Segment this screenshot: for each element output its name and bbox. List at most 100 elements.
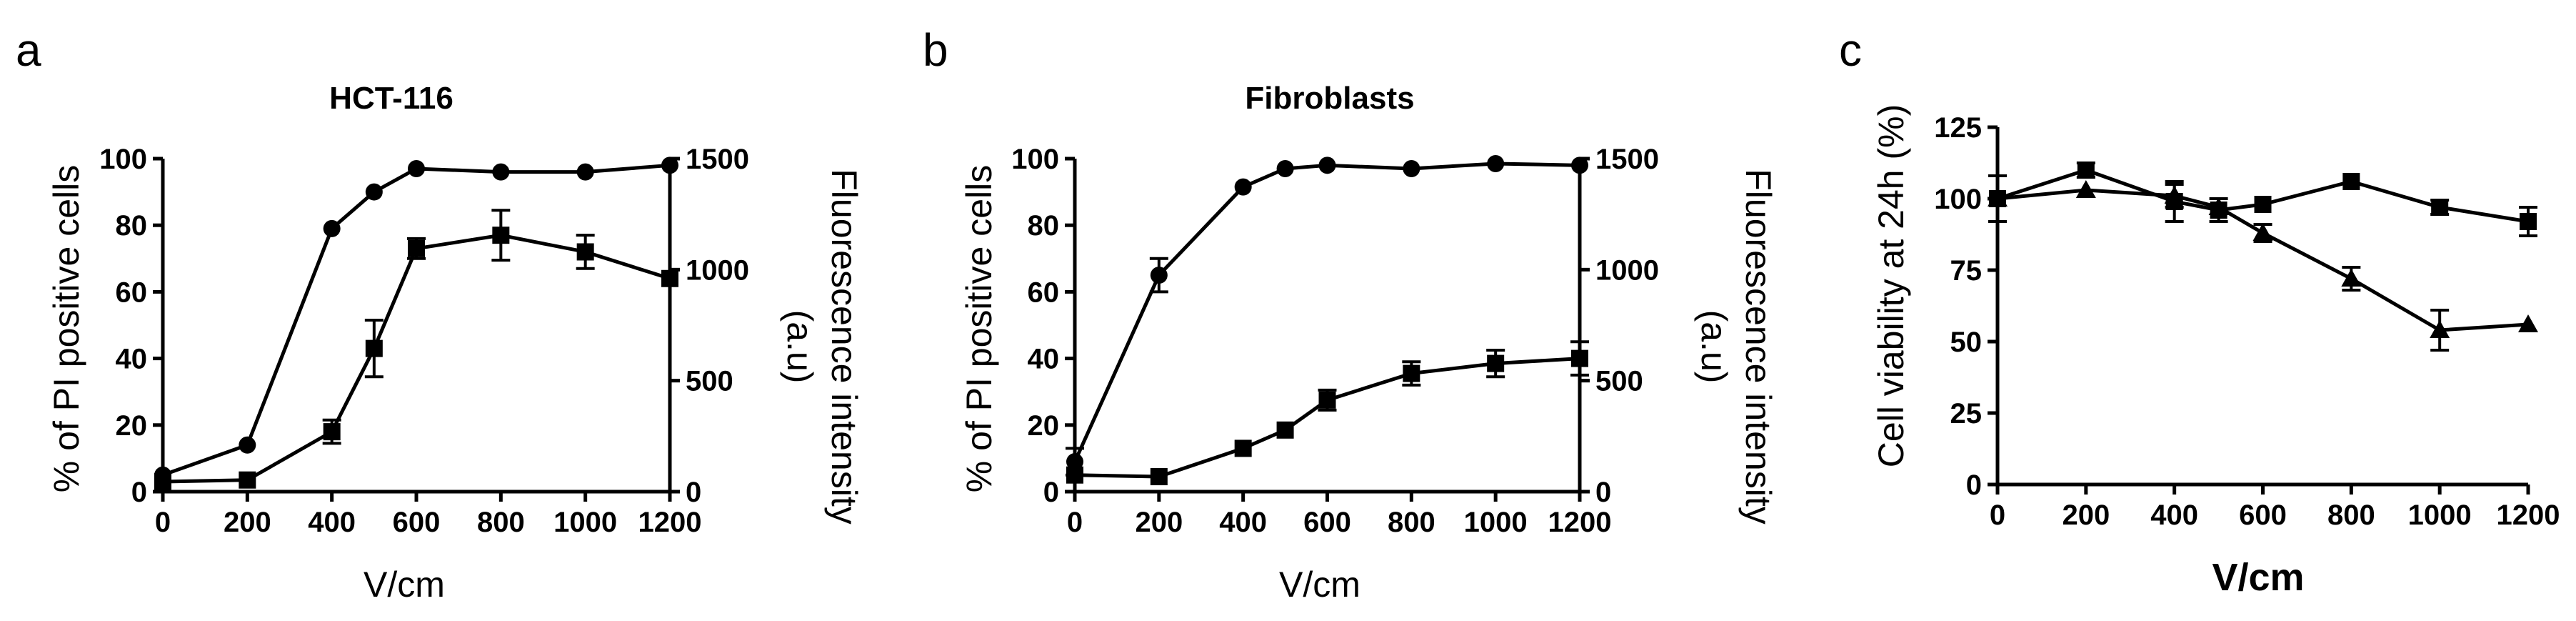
data-point-circle-b — [1150, 267, 1168, 284]
y-tick-label-c: 75 — [1950, 255, 1983, 287]
data-point-circle-a — [239, 436, 256, 454]
x-tick-label-b: 400 — [1219, 507, 1267, 538]
y-tick-label-b: 60 — [1028, 277, 1060, 308]
y-tick-label-b: 0 — [1043, 477, 1059, 508]
data-point-square-b — [1066, 466, 1083, 484]
y-tick-label-a: 100 — [99, 144, 147, 175]
data-point-square-a — [408, 239, 425, 257]
y2-tick-label-a: 1500 — [686, 144, 749, 175]
data-point-circle-b — [1487, 154, 1505, 172]
data-point-square-b — [1276, 421, 1294, 439]
x-tick-label-a: 200 — [224, 507, 271, 538]
panel-b: b Fibroblasts % of PI positive cells Flu… — [923, 24, 1778, 605]
data-point-square-c — [2342, 173, 2360, 190]
data-point-square-b — [1318, 391, 1336, 409]
y-tick-label-c: 100 — [1934, 184, 1982, 215]
data-point-circle-a — [408, 159, 425, 177]
y2-axis-label-line2-a: (a.u) — [780, 310, 820, 384]
x-tick-label-b: 200 — [1135, 507, 1183, 538]
data-point-circle-b — [1234, 178, 1252, 196]
panel-letter-a: a — [16, 24, 41, 76]
y-tick-label-c: 125 — [1934, 112, 1982, 144]
x-tick-label-a: 0 — [155, 507, 171, 538]
x-tick-label-b: 1000 — [1464, 507, 1528, 538]
y-axis-label-b: % of PI positive cells — [959, 165, 999, 493]
y2-tick-label-a: 500 — [686, 366, 733, 397]
x-axis-label-c: V/cm — [2212, 556, 2304, 599]
panel-c: c Cell viability at 24h (%) V/cm 0 200 400… — [1839, 24, 2560, 599]
y2-tick-label-a: 0 — [686, 477, 701, 508]
y-tick-label-b: 40 — [1028, 344, 1060, 375]
x-tick-label-a: 400 — [308, 507, 356, 538]
y2-tick-label-b: 0 — [1595, 477, 1611, 508]
panel-letter-c: c — [1839, 24, 1862, 76]
y-tick-label-c: 50 — [1950, 327, 1983, 358]
data-point-circle-a — [661, 157, 678, 174]
data-point-square-b — [1150, 468, 1168, 486]
data-point-circle-a — [323, 219, 341, 237]
data-point-triangle-c — [2252, 223, 2273, 241]
series-line-c-square — [1997, 168, 2529, 224]
data-point-square-b — [1403, 364, 1420, 382]
y2-tick-label-a: 1000 — [686, 254, 749, 286]
x-tick-label-a: 1000 — [553, 507, 617, 538]
data-point-triangle-c — [2518, 314, 2538, 332]
y-axis-label-a: % of PI positive cells — [46, 165, 86, 493]
data-point-triangle-c — [2430, 320, 2450, 338]
y-axis-label-c: Cell viability at 24h (%) — [1871, 104, 1911, 468]
y-tick-label-a: 80 — [116, 210, 148, 242]
x-tick-label-c: 1200 — [2497, 500, 2560, 531]
data-point-circle-b — [1276, 159, 1294, 177]
panel-letter-b: b — [923, 24, 948, 76]
x-tick-label-a: 1200 — [638, 507, 702, 538]
y-tick-label-b: 80 — [1028, 210, 1060, 242]
x-tick-label-b: 800 — [1388, 507, 1435, 538]
x-axis-label-b: V/cm — [1279, 565, 1360, 605]
x-tick-label-a: 600 — [393, 507, 441, 538]
y2-axis-label-line1-b: Fluorescence intensity — [1738, 169, 1778, 524]
data-point-square-a — [323, 423, 341, 441]
data-point-circle-b — [1403, 159, 1420, 177]
data-point-circle-a — [576, 163, 594, 181]
series-line-c-triangle — [1997, 188, 2529, 332]
data-point-circle-a — [492, 163, 510, 181]
data-point-square-b — [1571, 349, 1588, 367]
data-point-square-a — [239, 471, 256, 489]
data-point-square-c — [2077, 162, 2095, 179]
y-tick-label-a: 40 — [116, 344, 148, 375]
data-point-triangle-c — [2208, 197, 2229, 215]
x-tick-label-c: 600 — [2239, 500, 2287, 531]
x-tick-label-b: 600 — [1303, 507, 1351, 538]
chart-title-b: Fibroblasts — [1245, 81, 1414, 116]
y-tick-label-a: 20 — [116, 410, 148, 442]
y2-tick-label-b: 1500 — [1595, 144, 1659, 175]
x-tick-label-c: 800 — [2327, 500, 2375, 531]
y-tick-label-b: 20 — [1028, 410, 1060, 442]
series-line-b-square — [1074, 357, 1580, 479]
data-point-square-a — [576, 243, 594, 261]
data-point-circle-b — [1318, 157, 1336, 174]
plot-area-c: 0 200 400 600 800 1000 1200 0 25 50 75 100 125 — [1934, 112, 2560, 531]
data-point-square-c — [2431, 199, 2449, 216]
data-point-triangle-c — [2075, 180, 2096, 198]
x-tick-label-b: 0 — [1067, 507, 1083, 538]
y-tick-label-c: 25 — [1950, 398, 1983, 429]
data-point-square-a — [661, 269, 678, 287]
data-point-triangle-c — [2164, 186, 2185, 204]
y2-tick-label-b: 500 — [1595, 366, 1643, 397]
y-tick-label-a: 0 — [131, 477, 147, 508]
data-point-triangle-c — [1988, 189, 2008, 207]
data-point-triangle-c — [2341, 269, 2362, 287]
y2-axis-label-line1-a: Fluorescence intensity — [824, 169, 864, 524]
y2-axis-label-line2-b: (a.u) — [1694, 310, 1734, 384]
x-tick-label-b: 1200 — [1548, 507, 1612, 538]
data-point-circle-a — [365, 183, 383, 201]
series-line-b-circle — [1073, 162, 1580, 463]
chart-title-a: HCT-116 — [329, 81, 453, 116]
panel-a: a HCT-116 % of PI positive cells Fluores… — [16, 24, 864, 605]
x-tick-label-a: 800 — [477, 507, 525, 538]
data-point-square-b — [1487, 354, 1505, 372]
data-point-circle-b — [1066, 453, 1083, 471]
series-line-a-square — [162, 233, 671, 484]
